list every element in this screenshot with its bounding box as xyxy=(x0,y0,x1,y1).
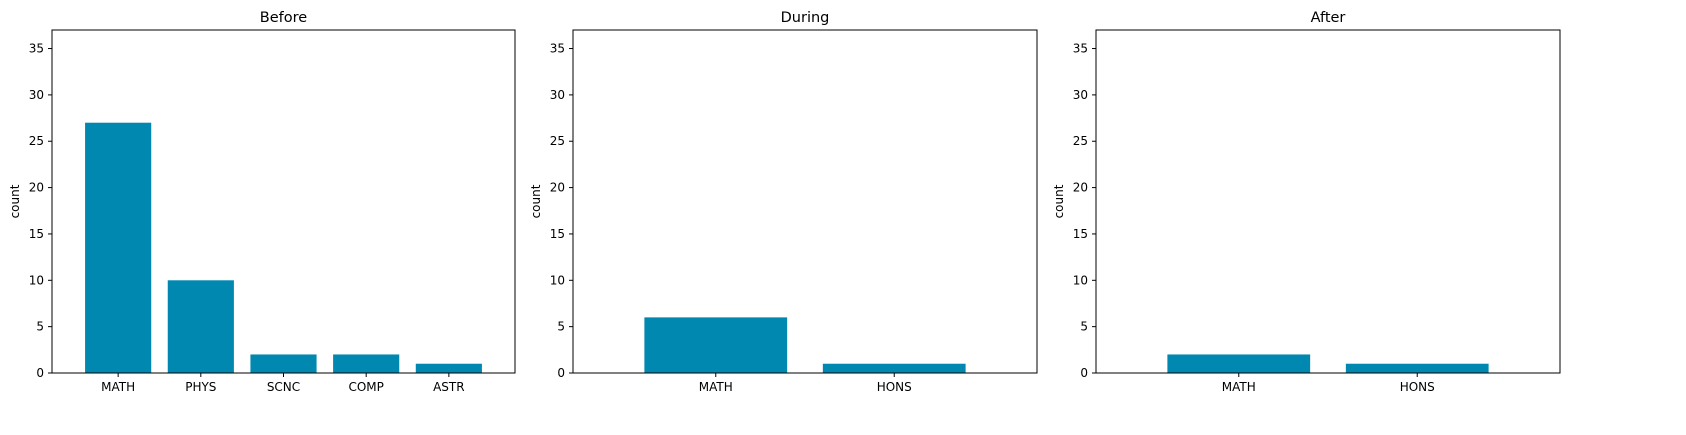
y-tick-label: 35 xyxy=(29,42,44,56)
y-tick-label: 15 xyxy=(550,227,565,241)
y-tick-label: 30 xyxy=(1073,88,1088,102)
x-tick-label: COMP xyxy=(348,380,383,394)
y-tick-label: 30 xyxy=(29,88,44,102)
y-tick-label: 10 xyxy=(29,273,44,287)
y-tick-label: 0 xyxy=(1080,366,1088,380)
y-tick-label: 0 xyxy=(557,366,565,380)
y-tick-label: 20 xyxy=(1073,181,1088,195)
x-tick-label: PHYS xyxy=(185,380,216,394)
y-tick-label: 25 xyxy=(550,134,565,148)
x-tick-label: ASTR xyxy=(433,380,465,394)
y-axis-label: count xyxy=(529,184,543,218)
plot-frame xyxy=(51,29,516,374)
x-tick-label: MATH xyxy=(101,380,135,394)
x-tick-label: SCNC xyxy=(267,380,300,394)
y-axis-label: count xyxy=(8,184,22,218)
y-tick-label: 35 xyxy=(1073,42,1088,56)
bar-phys xyxy=(167,280,234,373)
bar-comp xyxy=(333,354,400,373)
chart-panel-after: After MATH HONS 0 5 10 15 20 25 30 35 count xyxy=(1052,10,1561,394)
bar-math xyxy=(1167,354,1311,373)
y-tick-label: 0 xyxy=(36,366,44,380)
bar-hons xyxy=(1345,363,1489,373)
y-tick-label: 5 xyxy=(557,320,565,334)
y-tick-label: 25 xyxy=(29,134,44,148)
y-tick-label: 15 xyxy=(1073,227,1088,241)
x-tick-label: MATH xyxy=(1222,380,1256,394)
chart-panel-during: During MATH HONS 0 5 10 15 20 25 30 35 count xyxy=(529,10,1038,394)
y-axis-label: count xyxy=(1052,184,1066,218)
y-tick-label: 10 xyxy=(550,273,565,287)
chart-title: After xyxy=(1311,10,1346,26)
y-tick-label: 10 xyxy=(1073,273,1088,287)
bar-scnc xyxy=(250,354,317,373)
y-tick-label: 15 xyxy=(29,227,44,241)
chart-title: Before xyxy=(260,10,307,26)
plot-frame xyxy=(572,29,1038,374)
bar-astr xyxy=(415,363,482,373)
y-tick-label: 20 xyxy=(29,181,44,195)
bar-math xyxy=(85,122,152,374)
plot-frame xyxy=(1095,29,1561,374)
y-tick-label: 5 xyxy=(1080,320,1088,334)
x-tick-label: MATH xyxy=(699,380,733,394)
chart-title: During xyxy=(781,10,830,26)
y-tick-label: 5 xyxy=(36,320,44,334)
x-tick-label: HONS xyxy=(1400,380,1435,394)
y-tick-label: 30 xyxy=(550,88,565,102)
y-tick-label: 35 xyxy=(550,42,565,56)
chart-panel-before: Before MATH PHYS SCNC COMP ASTR 0 5 10 15 20 25 30 35… xyxy=(8,10,516,394)
bar-hons xyxy=(822,363,966,373)
bar-math xyxy=(644,317,788,373)
y-tick-label: 25 xyxy=(1073,134,1088,148)
x-tick-label: HONS xyxy=(877,380,912,394)
y-tick-label: 20 xyxy=(550,181,565,195)
